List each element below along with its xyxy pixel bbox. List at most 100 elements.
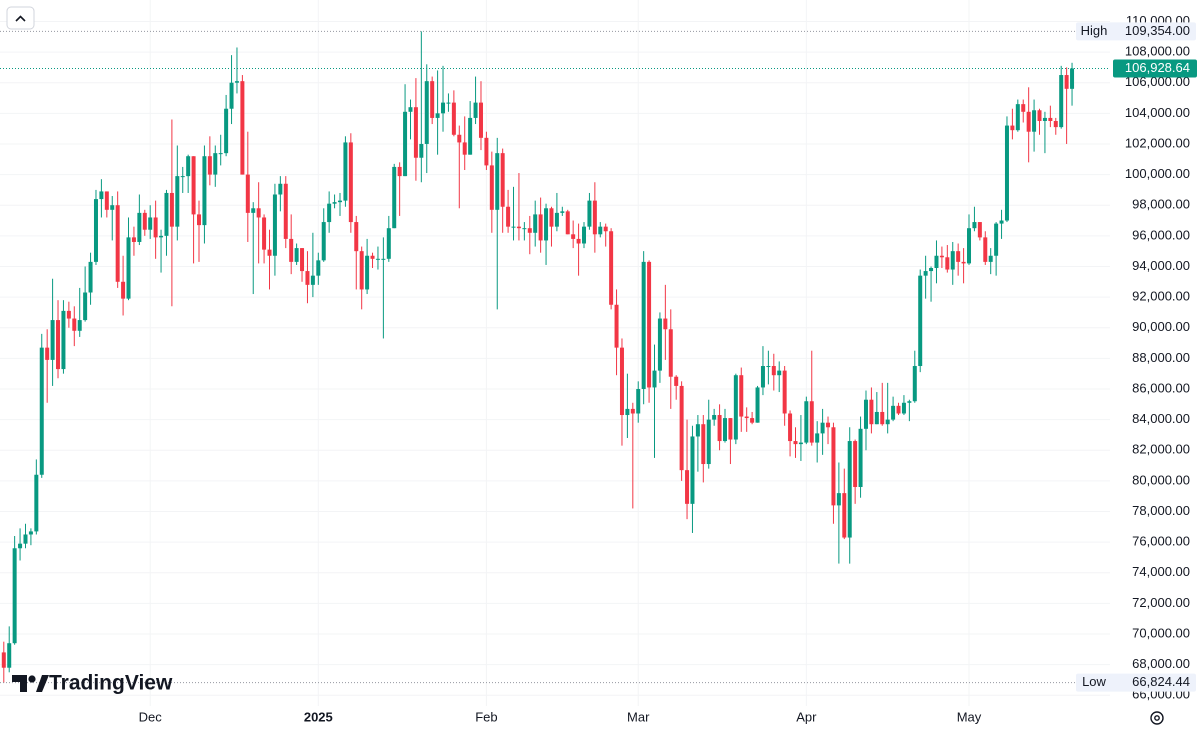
candle-body (977, 222, 982, 238)
candle-body (375, 258, 380, 260)
candle-body (728, 418, 733, 440)
candle-body (110, 205, 115, 210)
candle-body (272, 194, 277, 256)
candle-body (262, 217, 267, 250)
candle-body (473, 102, 478, 118)
candle-body (126, 237, 131, 299)
y-tick-label: 76,000.00 (1132, 534, 1190, 549)
last-price-badge (1113, 59, 1197, 78)
candle-body (831, 427, 836, 506)
candle-body (121, 281, 126, 299)
candle-body (587, 200, 592, 227)
candle-body (836, 493, 841, 506)
candle-body (213, 153, 218, 175)
candle-body (609, 231, 614, 305)
candle-body (61, 310, 66, 370)
candle-body (717, 415, 722, 442)
candle-body (148, 217, 153, 230)
candle-body (1064, 75, 1069, 89)
candle-body (538, 214, 543, 241)
candle-body (142, 212, 147, 230)
candle-body (842, 493, 847, 538)
candle-body (289, 238, 294, 262)
low-value-label: 66,824.44 (1132, 674, 1190, 689)
candle-body (256, 208, 261, 218)
candle-body (207, 156, 212, 175)
candle-body (804, 401, 809, 443)
candle-body (918, 275, 923, 367)
candle-body (408, 107, 413, 112)
candle-body (571, 234, 576, 239)
candle-body (424, 81, 429, 144)
candle-body (603, 226, 608, 232)
candle-body (863, 399, 868, 429)
candle-body (478, 102, 483, 138)
collapse-button[interactable] (6, 6, 35, 30)
candle-body (701, 424, 706, 465)
candle-body (365, 255, 370, 290)
candle-body (766, 366, 771, 368)
candle-body (647, 261, 652, 388)
candle-body (131, 237, 136, 242)
candle-body (180, 176, 185, 178)
candle-body (934, 255, 939, 269)
candle-body (733, 375, 738, 440)
candle-body (251, 208, 256, 213)
candle-body (419, 143, 424, 158)
candle-body (777, 370, 782, 376)
y-tick-label: 82,000.00 (1132, 442, 1190, 457)
candle-body (1070, 68, 1075, 89)
candle-body (451, 102, 456, 135)
candle-body (1042, 117, 1047, 121)
candle-body (625, 408, 630, 416)
candle-body (484, 137, 489, 166)
candle-body (582, 226, 587, 244)
candle-body (348, 142, 353, 223)
candle-body (1037, 110, 1042, 121)
candle-body (695, 424, 700, 437)
candle-body (66, 310, 71, 319)
candle-body (332, 202, 337, 204)
candle-body (1059, 75, 1064, 128)
candle-body (712, 415, 717, 420)
candle-body (56, 320, 61, 370)
candle-body (191, 156, 196, 215)
y-tick-label: 70,000.00 (1132, 625, 1190, 640)
candle-body (516, 226, 521, 229)
candle-body (202, 156, 207, 226)
candle-body (310, 275, 315, 285)
candle-body (99, 191, 104, 200)
y-tick-label: 102,000.00 (1125, 135, 1190, 150)
candle-body (457, 134, 462, 143)
overlay: 110,000.00108,000.00106,000.00104,000.00… (139, 13, 1197, 724)
plot (0, 0, 1110, 706)
candle-body (722, 418, 727, 442)
y-tick-label: 100,000.00 (1125, 166, 1190, 181)
low-badge (1076, 673, 1196, 692)
settings-button[interactable] (1150, 711, 1164, 725)
candle-body (912, 366, 917, 402)
candle-body (668, 329, 673, 377)
candle-body (739, 375, 744, 417)
candle-body (34, 474, 39, 532)
candle-body (413, 107, 418, 158)
candle-body (39, 347, 44, 475)
candle-body (809, 401, 814, 443)
candle-body (554, 212, 559, 227)
y-tick-label: 92,000.00 (1132, 289, 1190, 304)
y-tick-label: 68,000.00 (1132, 656, 1190, 671)
candle-body (853, 441, 858, 488)
candle-body (506, 206, 511, 227)
candle-body (994, 223, 999, 256)
candle-body (826, 422, 831, 428)
candle-body (527, 228, 532, 233)
candle-body (283, 183, 288, 239)
candle-body (793, 441, 798, 445)
high-label: High (1081, 23, 1108, 38)
candle-body (847, 441, 852, 538)
candle-body (891, 405, 896, 420)
candle-body (104, 191, 109, 210)
candle-body (760, 366, 765, 388)
candle-body (988, 255, 993, 262)
candle-body (72, 318, 77, 331)
